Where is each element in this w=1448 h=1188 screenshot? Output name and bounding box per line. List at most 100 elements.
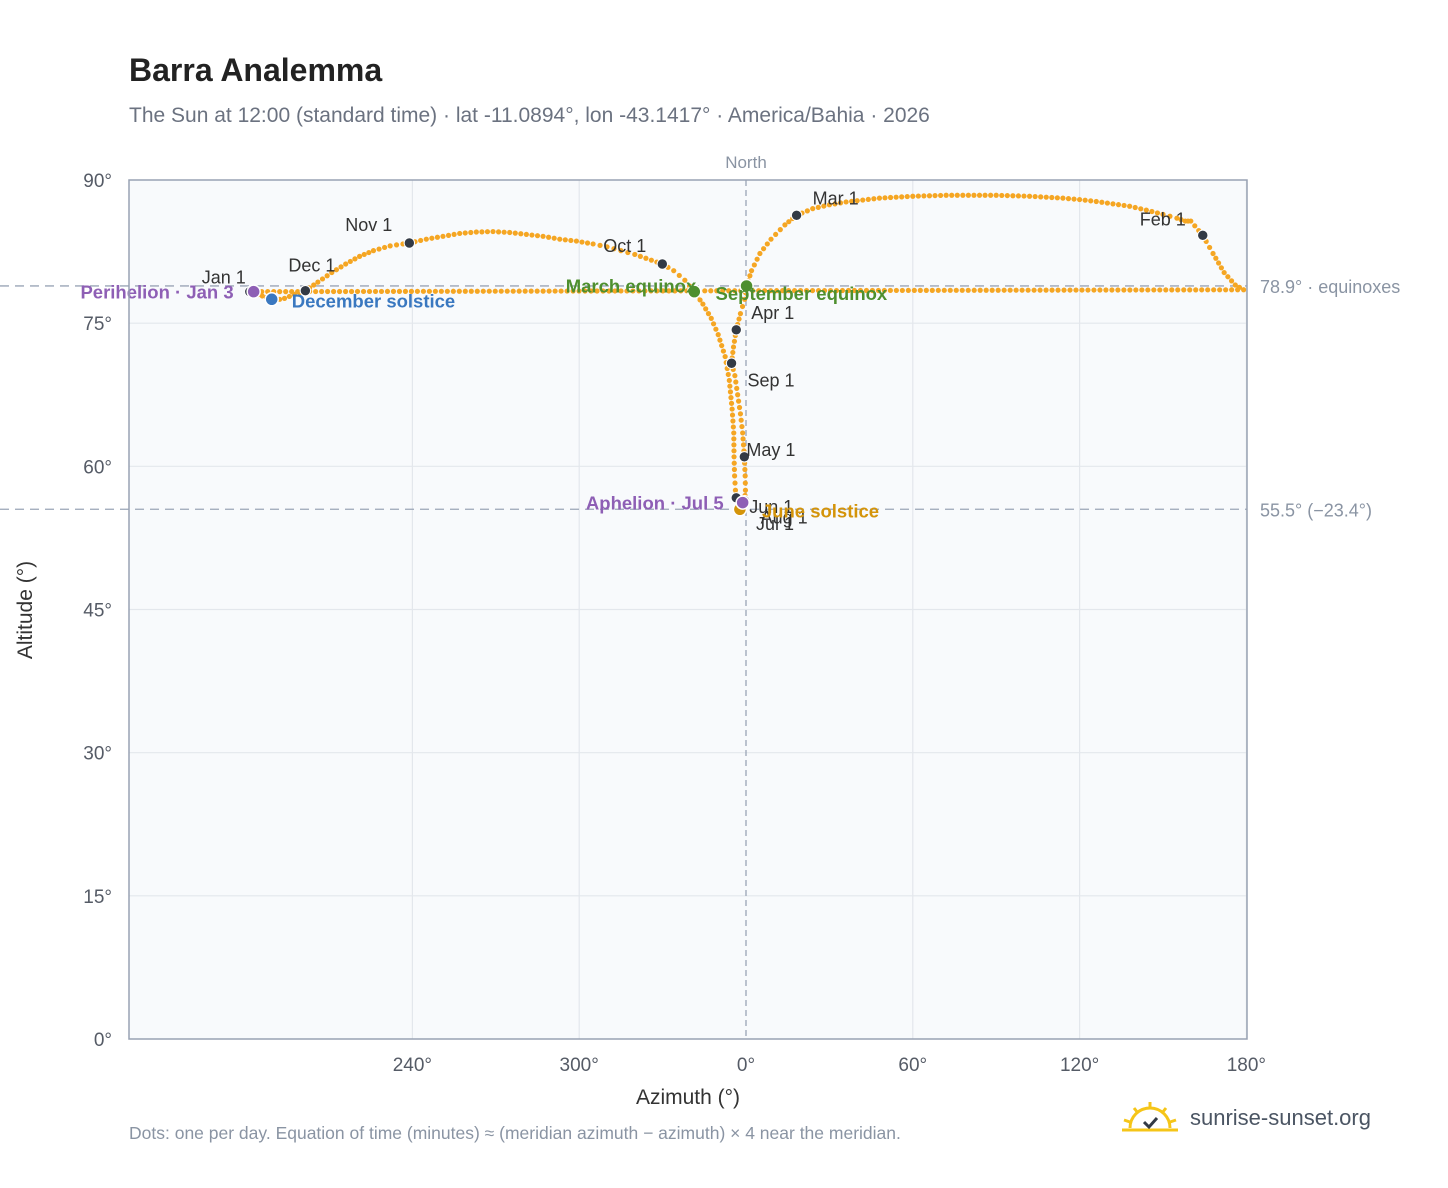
day-dot — [444, 288, 450, 294]
y-tick-label: 15° — [83, 887, 112, 908]
day-dot — [1160, 211, 1166, 217]
day-dot — [1232, 282, 1238, 288]
day-dot — [821, 287, 828, 294]
day-dot — [1043, 194, 1049, 200]
month-marker-label: Jan 1 — [202, 268, 246, 288]
day-dot — [893, 287, 899, 294]
day-dot — [761, 246, 767, 252]
day-dot — [732, 487, 739, 493]
day-dot — [947, 287, 953, 293]
day-dot — [1127, 203, 1133, 209]
day-dot — [786, 288, 792, 294]
day-dot — [1127, 287, 1133, 293]
day-dot — [791, 288, 798, 294]
day-dot — [881, 287, 887, 294]
footnote: Dots: one per day. Equation of time (min… — [129, 1123, 901, 1143]
day-dot — [1088, 198, 1094, 204]
day-dot — [632, 251, 638, 258]
day-dot — [717, 337, 723, 343]
month-marker — [790, 209, 803, 222]
event-marker-label: Aphelion · Jul 5 — [586, 493, 724, 514]
brand-logo[interactable]: sunrise-sunset.org — [1120, 1100, 1371, 1136]
day-dot — [1055, 287, 1061, 293]
day-dot — [703, 306, 709, 312]
day-dot — [429, 235, 435, 241]
month-marker-label: Jul 1 — [756, 514, 794, 534]
day-dot — [573, 238, 580, 244]
day-dot — [325, 288, 331, 295]
day-dot — [1174, 215, 1180, 221]
day-dot — [757, 250, 763, 257]
day-dot — [643, 255, 649, 261]
day-dot — [738, 417, 744, 423]
day-dot — [923, 287, 929, 293]
day-dot — [484, 229, 491, 235]
day-dot — [618, 248, 624, 254]
day-dot — [871, 196, 877, 202]
day-dot — [803, 288, 810, 294]
day-dot — [291, 291, 297, 298]
day-dot — [408, 288, 415, 294]
month-marker-label: Nov 1 — [345, 215, 392, 235]
day-dot — [382, 244, 388, 251]
day-dot — [1026, 193, 1033, 199]
day-dot — [941, 287, 947, 293]
day-dot — [742, 296, 748, 302]
day-dot — [518, 231, 524, 237]
day-dot — [705, 311, 712, 317]
day-dot — [999, 192, 1005, 199]
day-dot — [370, 248, 377, 254]
day-dot — [821, 203, 827, 209]
day-dot — [953, 287, 959, 293]
day-dot — [976, 192, 983, 198]
day-dot — [1211, 287, 1217, 293]
day-dot — [720, 288, 726, 294]
day-dot — [977, 287, 983, 293]
day-dot — [336, 288, 343, 295]
day-dot — [462, 230, 468, 236]
day-dot — [492, 288, 498, 294]
day-dot — [904, 193, 910, 200]
day-dot — [648, 288, 654, 294]
day-dot — [1049, 194, 1055, 201]
day-dot — [731, 338, 738, 344]
day-dot — [768, 288, 774, 294]
reference-line-label: 78.9° · equinoxes — [1260, 277, 1400, 297]
day-dot — [1218, 265, 1224, 271]
day-dot — [438, 288, 444, 294]
day-dot — [1093, 198, 1099, 205]
day-dot — [1013, 287, 1019, 293]
day-dot — [839, 287, 846, 294]
day-dot — [1115, 287, 1121, 293]
day-dot — [732, 373, 738, 379]
day-dot — [390, 288, 397, 294]
month-marker — [738, 451, 751, 463]
day-dot — [540, 233, 546, 239]
day-dot — [865, 196, 871, 203]
day-dot — [949, 192, 955, 198]
day-dot — [731, 430, 737, 436]
day-dot — [734, 385, 740, 391]
day-dot — [432, 288, 438, 294]
day-dot — [910, 193, 916, 199]
day-dot — [348, 288, 355, 295]
day-dot — [434, 234, 441, 240]
day-dot — [552, 288, 558, 294]
x-tick-label: 180° — [1227, 1055, 1266, 1076]
day-dot — [1043, 287, 1049, 293]
month-marker-label: Feb 1 — [1140, 209, 1186, 229]
day-dot — [804, 208, 810, 214]
day-dot — [606, 288, 612, 294]
day-dot — [468, 288, 474, 294]
day-dot — [727, 389, 734, 395]
day-dot — [682, 277, 688, 283]
day-dot — [983, 287, 989, 293]
day-dot — [731, 436, 737, 442]
day-dot — [1187, 287, 1193, 293]
day-dot — [732, 288, 738, 294]
day-dot — [748, 268, 755, 274]
day-dot — [1015, 193, 1022, 199]
day-dot — [932, 192, 938, 199]
